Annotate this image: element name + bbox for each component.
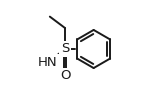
Text: HN: HN xyxy=(38,56,58,69)
Text: O: O xyxy=(60,69,70,82)
Text: S: S xyxy=(61,43,69,55)
